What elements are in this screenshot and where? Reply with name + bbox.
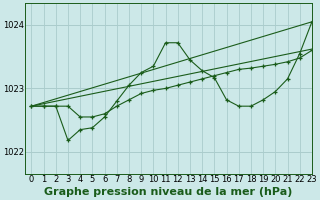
X-axis label: Graphe pression niveau de la mer (hPa): Graphe pression niveau de la mer (hPa) [44, 187, 293, 197]
